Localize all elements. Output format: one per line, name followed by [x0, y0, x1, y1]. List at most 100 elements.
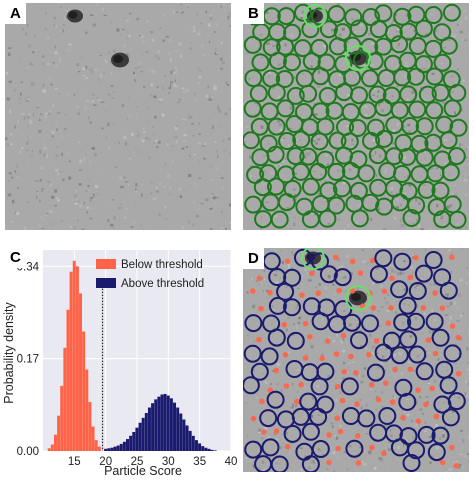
- highlight-circle: [301, 248, 325, 270]
- bar-above-threshold: [135, 427, 139, 451]
- pick-circle: [328, 37, 347, 56]
- bar-below-threshold: [69, 271, 73, 451]
- pick-below: [383, 380, 389, 386]
- pick-above: [398, 296, 417, 315]
- bar-above-threshold: [188, 430, 192, 451]
- pick-above: [424, 251, 443, 269]
- bar-below-threshold: [57, 415, 61, 451]
- pick-circle: [327, 162, 346, 181]
- pick-above: [443, 344, 462, 363]
- pick-circle: [439, 131, 458, 150]
- pick-below: [354, 401, 360, 407]
- bars: [47, 260, 217, 451]
- bar-above-threshold: [129, 435, 133, 451]
- bar-above-threshold: [138, 422, 142, 451]
- pick-circle: [449, 118, 468, 137]
- pick-above: [357, 409, 376, 428]
- pick-above: [268, 296, 287, 315]
- pick-circle: [310, 38, 329, 57]
- pick-circle: [417, 180, 436, 199]
- pick-above: [374, 249, 393, 268]
- pick-circle: [267, 83, 286, 102]
- pick-circle: [350, 209, 369, 228]
- pick-circle: [277, 193, 296, 212]
- micrograph-noise: [5, 3, 231, 230]
- pick-circle: [319, 181, 338, 200]
- x-tick-label: 15: [68, 456, 81, 468]
- pick-below: [302, 355, 309, 361]
- pick-above: [417, 425, 436, 444]
- bar-above-threshold: [132, 431, 136, 451]
- pick-below: [381, 450, 387, 457]
- pick-below: [369, 257, 376, 264]
- pick-above: [431, 328, 450, 347]
- pick-circle: [349, 181, 368, 200]
- pick-below: [413, 255, 419, 261]
- pick-circle: [425, 101, 444, 120]
- pick-circle: [431, 181, 450, 200]
- pick-above: [333, 268, 352, 287]
- pick-above: [408, 282, 427, 300]
- legend-label-above: Above threshold: [121, 278, 204, 290]
- bar-below-threshold: [53, 434, 57, 451]
- pick-below: [261, 429, 267, 435]
- bar-above-threshold: [147, 407, 151, 451]
- pick-circle: [251, 53, 270, 72]
- pick-above: [345, 439, 364, 458]
- panel-label-c: C: [5, 247, 26, 268]
- pick-below: [324, 338, 331, 344]
- pick-above: [311, 440, 330, 458]
- pick-circle: [350, 86, 368, 105]
- bar-above-threshold: [213, 450, 217, 451]
- micrograph-b-image: [243, 3, 469, 230]
- pick-below: [420, 305, 427, 311]
- highlight-circle: [303, 4, 327, 28]
- pick-below: [355, 433, 361, 439]
- pick-circle: [333, 179, 351, 198]
- pick-below: [355, 460, 362, 466]
- pick-above: [268, 268, 287, 286]
- pick-below: [392, 366, 398, 373]
- pick-above: [393, 252, 412, 271]
- pick-circle: [385, 147, 404, 166]
- pick-below: [366, 352, 372, 358]
- pick-circle: [415, 148, 434, 167]
- pick-below: [453, 462, 460, 469]
- pick-below: [432, 290, 438, 296]
- histogram-panel: 0.00 0.17 0.34 15 20 25 30 35 40 Probability de…: [0, 243, 240, 481]
- bar-below-threshold: [79, 293, 83, 451]
- pick-circle: [318, 87, 337, 105]
- thresholded-picks: [243, 248, 466, 472]
- bar-above-threshold: [166, 395, 170, 451]
- pick-circle: [302, 52, 321, 71]
- pick-circle: [292, 130, 311, 149]
- pick-circle: [433, 53, 452, 72]
- pick-circle: [270, 210, 289, 229]
- bar-below-threshold: [88, 402, 92, 451]
- pick-below: [336, 287, 342, 294]
- pick-below: [449, 323, 456, 329]
- micrograph-b: B: [243, 3, 469, 230]
- bar-below-threshold: [50, 444, 54, 451]
- pick-below: [273, 367, 279, 374]
- micrograph-d: D: [243, 248, 469, 472]
- pick-below: [432, 350, 439, 357]
- bar-above-threshold: [126, 439, 130, 451]
- pick-below: [334, 415, 340, 421]
- pick-below: [385, 320, 392, 326]
- pick-circle: [301, 177, 320, 196]
- bar-above-threshold: [194, 440, 198, 451]
- pick-above: [259, 409, 278, 428]
- x-ticks: 15 20 25 30 35 40: [68, 456, 237, 468]
- pick-below: [353, 370, 359, 376]
- pick-circle: [294, 3, 312, 22]
- legend-label-below: Below threshold: [121, 259, 203, 271]
- y-axis-label: Probability density: [2, 302, 16, 404]
- bar-above-threshold: [169, 398, 173, 451]
- pick-circle: [361, 193, 380, 212]
- pick-above: [243, 344, 262, 363]
- pick-below: [284, 258, 291, 264]
- pick-below: [425, 337, 432, 343]
- pick-above: [244, 440, 263, 459]
- pick-below: [299, 292, 305, 298]
